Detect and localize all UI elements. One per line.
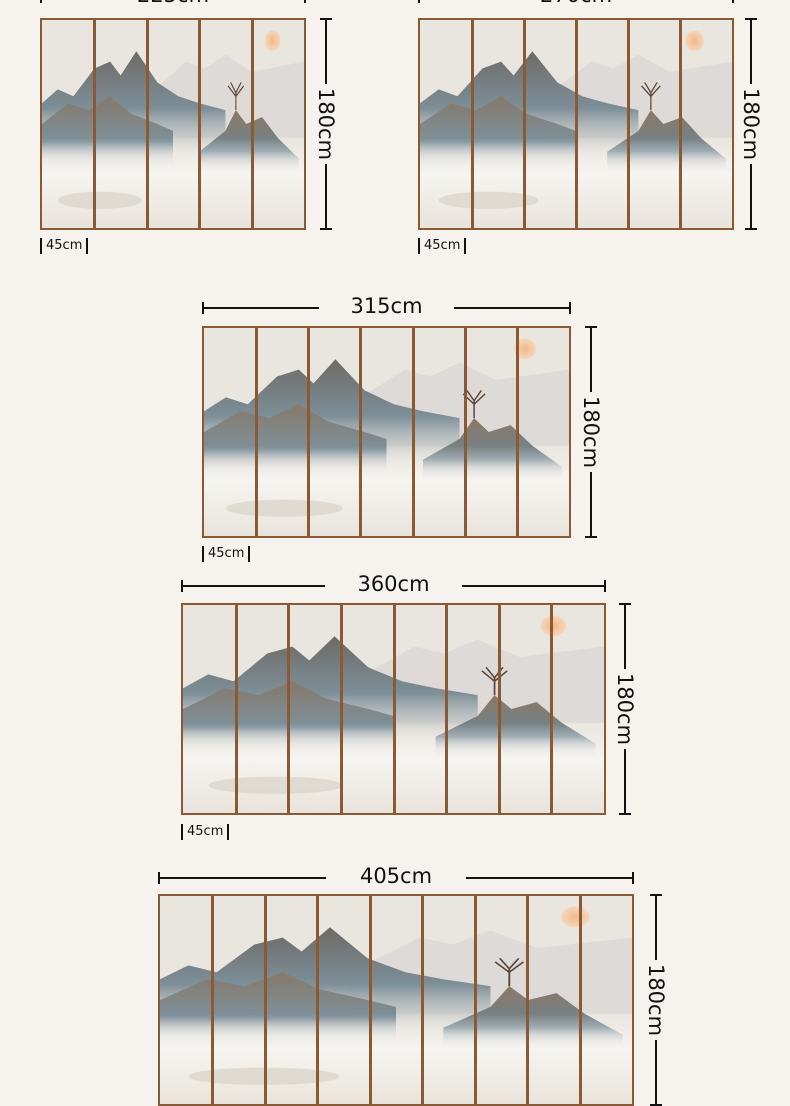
folding-screen [181,603,606,815]
panel-divider [411,328,415,536]
panel-divider [263,896,267,1104]
folding-screen [418,18,734,230]
panel-width-label: 45cm [40,238,89,254]
width-line-left [158,877,327,879]
height-tick [650,894,662,896]
panel-divider [523,20,526,228]
panel-divider [497,605,501,813]
width-line-right [465,877,634,879]
folding-screen [202,326,571,538]
width-tick [181,580,183,592]
landscape-artwork [160,896,632,1104]
panel-divider [445,605,449,813]
height-label: 180cm [579,392,603,472]
panel-divider [679,20,682,228]
panel-divider [421,896,425,1104]
width-label: 225cm [113,0,233,7]
panel-divider [575,20,578,228]
panel-divider [627,20,630,228]
height-label: 180cm [739,84,763,164]
panel-width-label: 45cm [181,824,230,840]
width-tick [604,580,606,592]
width-line-right [462,585,606,587]
height-tick [585,326,597,328]
landscape-artwork [42,20,304,228]
panel-divider [359,328,363,536]
height-tick [320,18,332,20]
panel-divider [234,605,238,813]
height-tick [585,536,597,538]
panel-divider [93,20,97,228]
panel-divider [198,20,202,228]
panel-divider [526,896,530,1104]
folding-screen [158,894,634,1106]
height-tick [619,813,631,815]
width-tick [732,0,734,3]
height-label: 180cm [644,960,668,1040]
width-tick [304,0,306,3]
panel-width-label: 45cm [418,238,467,254]
height-tick [745,18,757,20]
height-label: 180cm [613,669,637,749]
panel-divider [368,896,372,1104]
panel-divider [255,328,259,536]
width-label: 315cm [350,294,423,318]
panel-divider [578,896,582,1104]
panel-divider [515,328,519,536]
width-line-left [202,307,320,309]
landscape-artwork [204,328,569,536]
width-tick [40,0,42,3]
width-tick [202,302,204,314]
width-line-right [453,307,571,309]
panel-divider [287,605,291,813]
width-label: 360cm [357,572,430,596]
panel-divider [550,605,554,813]
width-tick [569,302,571,314]
panel-divider [392,605,396,813]
width-tick [158,872,160,884]
width-line-left [181,585,325,587]
width-label: 270cm [516,0,636,7]
panel-divider [463,328,467,536]
height-label: 180cm [314,84,338,164]
panel-divider [307,328,311,536]
panel-divider [250,20,254,228]
width-tick [418,0,420,3]
panel-divider [145,20,149,228]
height-tick [320,228,332,230]
folding-screen [40,18,306,230]
panel-divider [471,20,474,228]
panel-width-label: 45cm [202,546,251,562]
height-tick [745,228,757,230]
panel-divider [339,605,343,813]
width-tick [632,872,634,884]
panel-divider [473,896,477,1104]
height-tick [619,603,631,605]
width-label: 405cm [359,864,433,888]
panel-divider [211,896,215,1104]
panel-divider [316,896,320,1104]
